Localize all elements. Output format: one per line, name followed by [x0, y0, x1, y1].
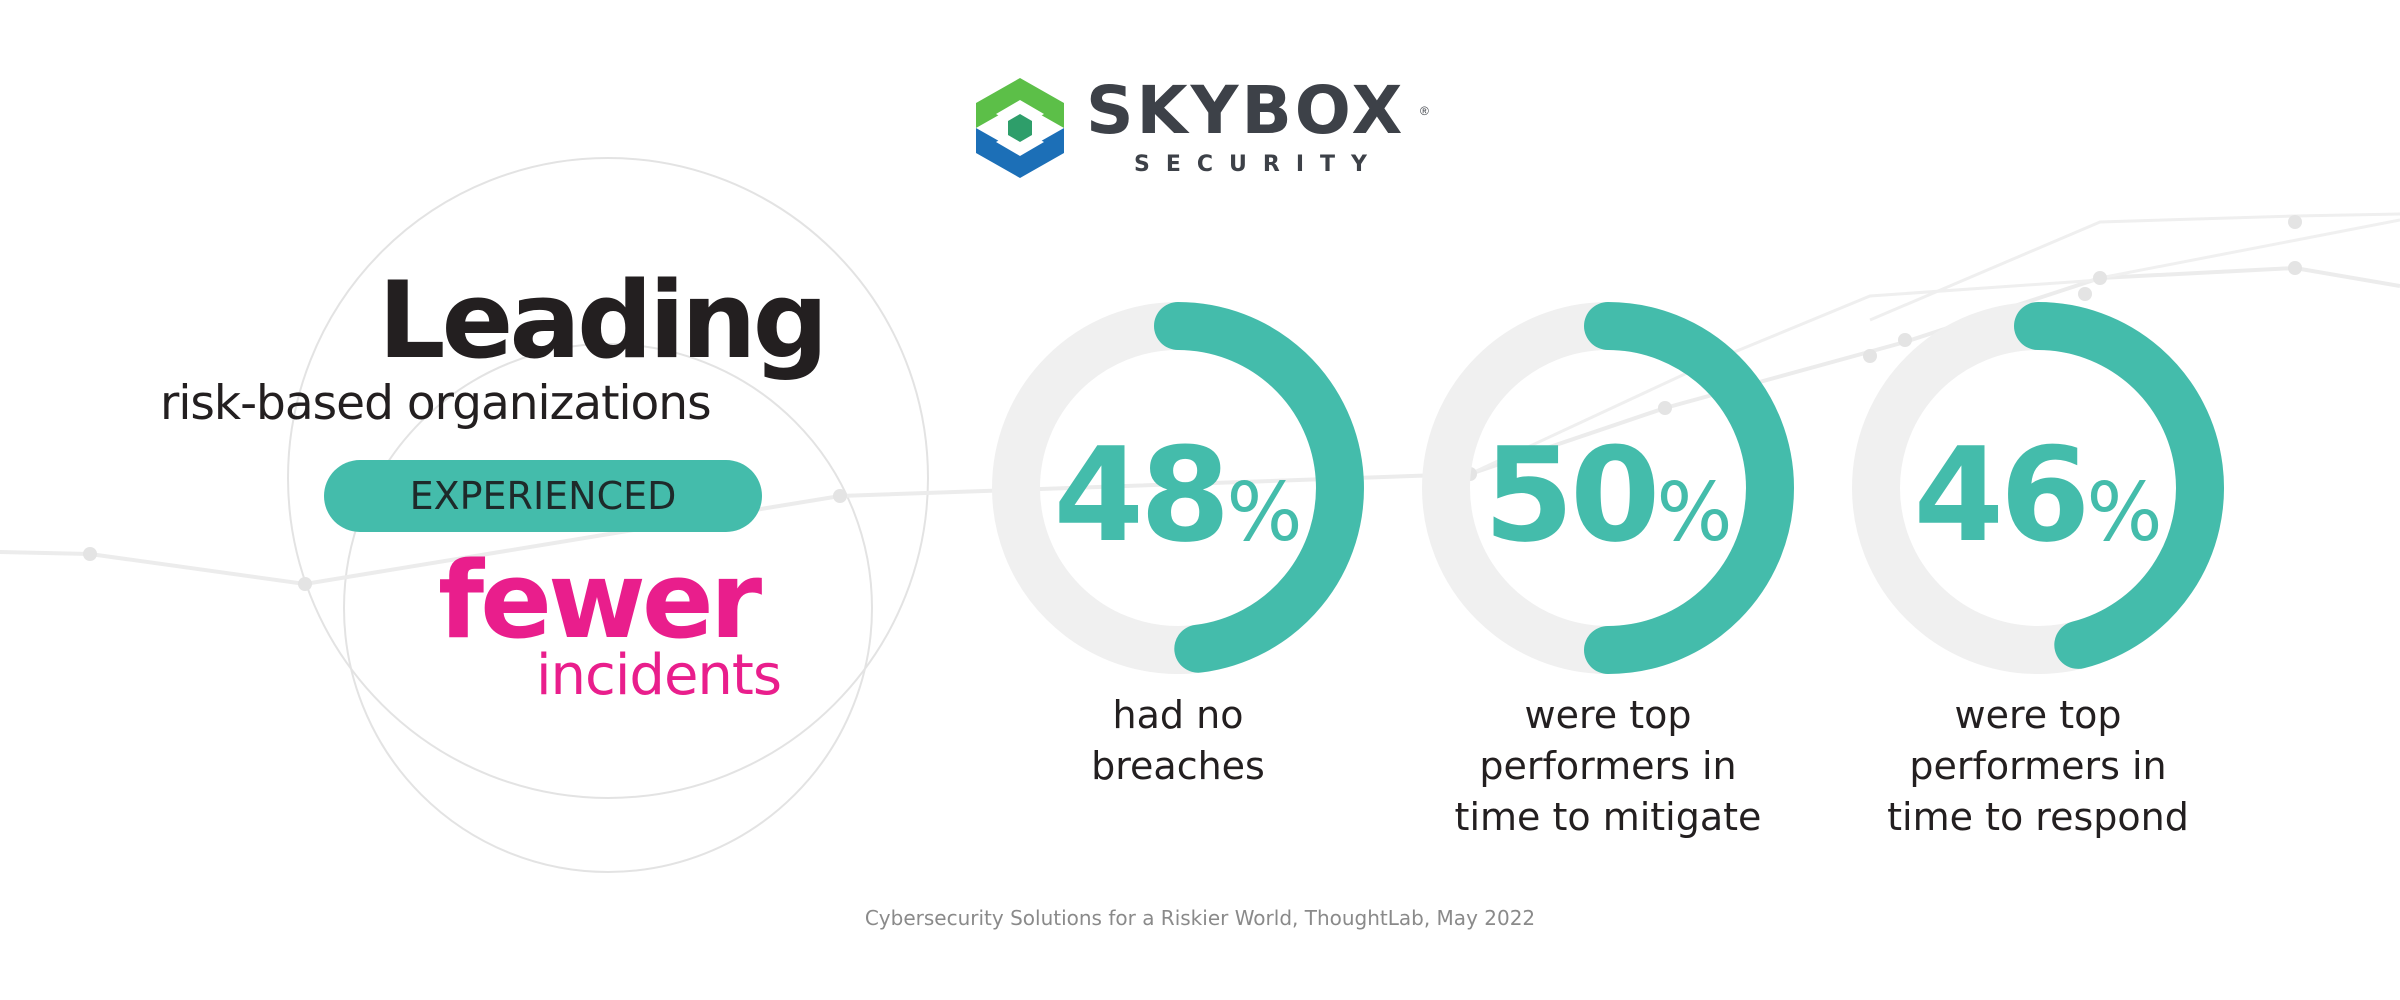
pill-label: EXPERIENCED: [409, 474, 677, 518]
experienced-pill: EXPERIENCED: [324, 460, 762, 532]
emphasis-subword: incidents: [536, 643, 782, 708]
progress-arc: [1584, 302, 1794, 674]
percent-sign: %: [2086, 466, 2163, 559]
stat-caption: were top performers in time to respond: [1828, 690, 2248, 843]
progress-arc: [2014, 302, 2224, 669]
progress-arc: [1154, 302, 1364, 673]
registered-mark: ®: [1420, 104, 1429, 118]
stat-ring: [1852, 302, 2224, 674]
source-citation: Cybersecurity Solutions for a Riskier Wo…: [864, 906, 1536, 930]
caption-line: had no: [1112, 693, 1244, 737]
emphasis-word: fewer: [438, 539, 762, 662]
caption-line: performers in: [1479, 744, 1737, 788]
caption-line: breaches: [1091, 744, 1265, 788]
percent-sign: %: [1226, 466, 1303, 559]
caption-line: time to respond: [1887, 795, 2189, 839]
stat-caption: were top performers in time to mitigate: [1398, 690, 1818, 843]
caption-line: were top: [1954, 693, 2122, 737]
brand-tagline: SECURITY: [1134, 152, 1383, 177]
percent-sign: %: [1656, 466, 1733, 559]
stat-caption: had no breaches: [968, 690, 1388, 792]
caption-line: were top: [1524, 693, 1692, 737]
stat-percent: 48%: [968, 430, 1388, 560]
stat-number: 48: [1053, 419, 1231, 571]
stat-percent: 50%: [1398, 430, 1818, 560]
stat-ring: [992, 302, 1364, 674]
skybox-hexagon-icon: [976, 78, 1064, 178]
headline-subtitle: risk-based organizations: [160, 376, 712, 431]
stat-ring: [1422, 302, 1794, 674]
caption-line: time to mitigate: [1454, 795, 1762, 839]
caption-line: performers in: [1909, 744, 2167, 788]
headline-title: Leading: [378, 259, 829, 382]
stat-number: 46: [1913, 419, 2091, 571]
stat-percent: 46%: [1828, 430, 2248, 560]
brand-name: SKYBOX: [1086, 72, 1406, 149]
stat-number: 50: [1483, 419, 1661, 571]
skybox-logo: SKYBOX ® SECURITY: [970, 76, 1430, 186]
